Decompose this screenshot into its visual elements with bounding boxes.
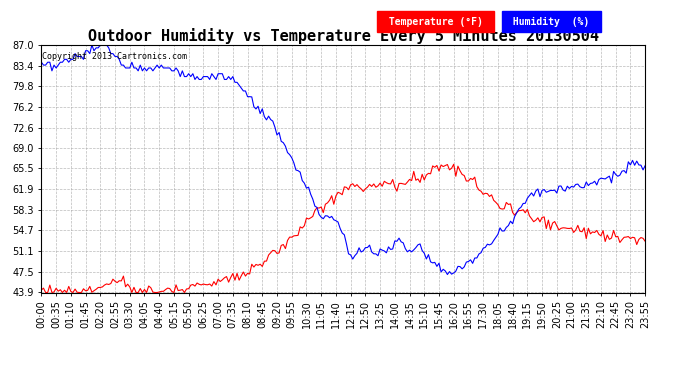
Text: Temperature (°F): Temperature (°F)	[383, 17, 489, 27]
Title: Outdoor Humidity vs Temperature Every 5 Minutes 20130504: Outdoor Humidity vs Temperature Every 5 …	[88, 28, 599, 44]
Text: Copyright 2013 Cartronics.com: Copyright 2013 Cartronics.com	[42, 53, 187, 62]
Text: Humidity  (%): Humidity (%)	[507, 17, 595, 27]
